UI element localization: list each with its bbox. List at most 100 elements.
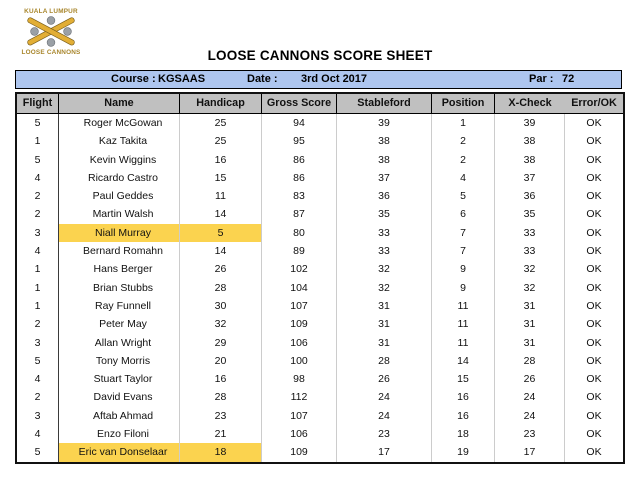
cell-name: Bernard Romahn <box>59 242 180 261</box>
cell-x-check: 33 <box>495 242 565 261</box>
logo-bottom-text: LOOSE CANNONS <box>21 49 81 56</box>
cell-name: Martin Walsh <box>59 205 180 224</box>
cell-handicap: 25 <box>180 132 262 151</box>
cell-name: Tony Morris <box>59 351 180 371</box>
col-header-position: Position <box>432 94 495 113</box>
cell-x-check: 31 <box>495 296 565 316</box>
table-row: 4 Ricardo Castro 15 86 37 4 37 OK <box>17 168 623 188</box>
cell-name: Stuart Taylor <box>59 370 180 389</box>
date-value: 3rd Oct 2017 <box>301 73 368 85</box>
course-info-bar: Course : KGSAAS Date : 3rd Oct 2017 Par … <box>15 70 622 89</box>
cell-name: Brian Stubbs <box>59 278 180 297</box>
cell-gross-score: 86 <box>262 150 337 169</box>
cell-error-ok: OK <box>586 336 602 349</box>
cell-error-ok: OK <box>586 245 602 258</box>
cell-gross-score: 87 <box>262 205 337 224</box>
table-row: 3 Aftab Ahmad 23 107 24 16 24 OK <box>17 406 623 426</box>
cell-gross-score: 89 <box>262 242 337 261</box>
cell-stableford: 31 <box>337 296 432 316</box>
cell-position: 6 <box>432 205 495 224</box>
cell-x-check: 31 <box>495 333 565 352</box>
cell-x-check: 31 <box>495 315 565 334</box>
cell-gross-score: 106 <box>262 425 337 444</box>
cell-name: Allan Wright <box>59 333 180 352</box>
cell-handicap: 15 <box>180 168 262 188</box>
col-header-flight: Flight <box>17 94 59 113</box>
cell-position: 7 <box>432 223 495 243</box>
table-row: 4 Bernard Romahn 14 89 33 7 33 OK <box>17 242 623 261</box>
cell-gross-score: 94 <box>262 114 337 133</box>
cell-flight: 3 <box>17 223 59 243</box>
course-value: KGSAAS <box>158 73 206 85</box>
cell-name: Kevin Wiggins <box>59 150 180 169</box>
score-table: Flight Name Handicap Gross Score Stablef… <box>15 92 625 464</box>
cell-handicap: 23 <box>180 406 262 426</box>
cell-flight: 2 <box>17 315 59 334</box>
cell-name: Kaz Takita <box>59 132 180 151</box>
cell-x-check: 35 <box>495 205 565 224</box>
cell-handicap: 30 <box>180 296 262 316</box>
cell-handicap: 14 <box>180 242 262 261</box>
cell-error-ok: OK <box>586 226 602 239</box>
cell-name: Peter May <box>59 315 180 334</box>
cell-stableford: 23 <box>337 425 432 444</box>
cell-error-ok: OK <box>586 318 602 331</box>
cell-gross-score: 106 <box>262 333 337 352</box>
cell-name: Paul Geddes <box>59 187 180 206</box>
cell-x-check: 33 <box>495 223 565 243</box>
table-row: 1 Ray Funnell 30 107 31 11 31 OK <box>17 296 623 316</box>
cell-flight: 1 <box>17 132 59 151</box>
loose-cannons-logo: KUALA LUMPUR LOOSE CANNONS <box>21 8 81 56</box>
table-row: 5 Kevin Wiggins 16 86 38 2 38 OK <box>17 150 623 169</box>
cell-flight: 5 <box>17 351 59 371</box>
cell-stableford: 38 <box>337 132 432 151</box>
table-row: 2 David Evans 28 112 24 16 24 OK <box>17 388 623 407</box>
cell-error-ok: OK <box>586 409 602 422</box>
cell-position: 16 <box>432 388 495 407</box>
cell-flight: 1 <box>17 260 59 279</box>
cell-x-check: 38 <box>495 150 565 169</box>
cell-position: 16 <box>432 406 495 426</box>
cell-name: Eric van Donselaar <box>59 443 180 462</box>
cell-position: 14 <box>432 351 495 371</box>
table-row: 2 Martin Walsh 14 87 35 6 35 OK <box>17 205 623 224</box>
table-row: 3 Niall Murray 5 80 33 7 33 OK <box>17 223 623 243</box>
cell-stableford: 26 <box>337 370 432 389</box>
cell-flight: 2 <box>17 205 59 224</box>
cell-name: David Evans <box>59 388 180 407</box>
cell-error-ok: OK <box>586 391 602 404</box>
cell-flight: 4 <box>17 425 59 444</box>
cell-stableford: 36 <box>337 187 432 206</box>
cell-error-ok: OK <box>586 428 602 441</box>
cell-stableford: 39 <box>337 114 432 133</box>
cell-flight: 5 <box>17 443 59 462</box>
table-row: 4 Stuart Taylor 16 98 26 15 26 OK <box>17 370 623 389</box>
col-header-errorok: Error/OK <box>571 97 617 109</box>
cell-handicap: 20 <box>180 351 262 371</box>
cell-gross-score: 109 <box>262 315 337 334</box>
cell-handicap: 11 <box>180 187 262 206</box>
cell-stableford: 24 <box>337 406 432 426</box>
cell-gross-score: 109 <box>262 443 337 462</box>
cell-gross-score: 102 <box>262 260 337 279</box>
cell-x-check: 39 <box>495 114 565 133</box>
cell-x-check: 36 <box>495 187 565 206</box>
par-label: Par : <box>529 73 554 85</box>
course-label: Course : <box>111 73 156 85</box>
cell-flight: 5 <box>17 114 59 133</box>
cell-handicap: 18 <box>180 443 262 462</box>
cell-gross-score: 112 <box>262 388 337 407</box>
cell-position: 11 <box>432 315 495 334</box>
cell-gross-score: 107 <box>262 406 337 426</box>
cell-handicap: 16 <box>180 370 262 389</box>
table-row: 2 Peter May 32 109 31 11 31 OK <box>17 315 623 334</box>
cell-error-ok: OK <box>586 354 602 367</box>
cell-error-ok: OK <box>586 299 602 312</box>
cell-stableford: 31 <box>337 333 432 352</box>
cell-gross-score: 95 <box>262 132 337 151</box>
cell-handicap: 32 <box>180 315 262 334</box>
table-row: 1 Kaz Takita 25 95 38 2 38 OK <box>17 132 623 151</box>
cell-name: Hans Berger <box>59 260 180 279</box>
cell-gross-score: 86 <box>262 168 337 188</box>
cell-stableford: 24 <box>337 388 432 407</box>
